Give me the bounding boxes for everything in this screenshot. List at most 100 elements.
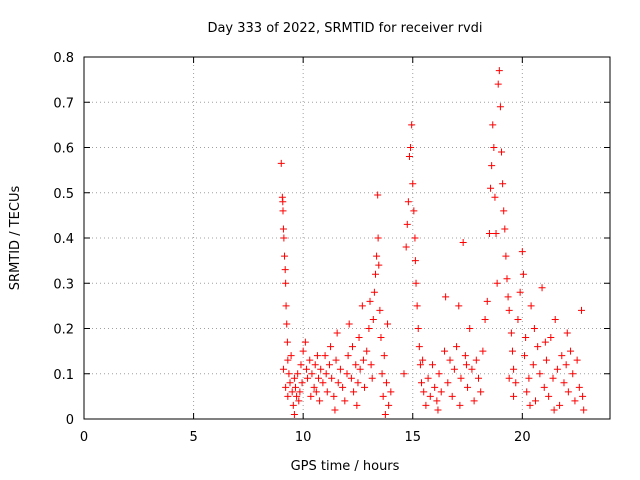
data-point (545, 392, 553, 400)
data-point (286, 379, 294, 387)
data-point (466, 325, 474, 332)
data-point (294, 370, 302, 378)
data-point (455, 302, 463, 310)
data-point (291, 383, 299, 391)
data-point (560, 379, 568, 387)
data-point (514, 315, 522, 323)
data-point (382, 379, 390, 387)
data-point (481, 315, 489, 323)
data-point (491, 193, 499, 201)
y-tick-label: 0.3 (53, 277, 74, 292)
data-point (508, 347, 516, 355)
data-point (400, 370, 408, 378)
x-tick-label: 5 (189, 430, 197, 445)
data-point (487, 184, 495, 192)
data-point (525, 374, 533, 382)
data-point (556, 401, 564, 409)
data-point (307, 392, 315, 400)
y-tick-label: 0.7 (53, 96, 74, 111)
data-point (540, 383, 548, 391)
data-point (503, 275, 511, 283)
data-point (283, 320, 291, 328)
data-point (492, 229, 500, 237)
data-point (470, 397, 478, 405)
data-point (325, 361, 333, 369)
data-point (280, 234, 288, 242)
data-point (311, 361, 319, 369)
data-point (355, 334, 363, 342)
data-point (575, 383, 583, 391)
data-point (435, 370, 443, 378)
data-point (488, 162, 496, 170)
data-point (541, 338, 549, 346)
data-point (330, 392, 338, 400)
data-point (377, 334, 385, 342)
data-point (313, 352, 321, 360)
data-point (323, 388, 331, 396)
data-point (379, 392, 387, 400)
data-point (547, 334, 555, 342)
data-point (279, 365, 287, 373)
data-point (496, 103, 504, 111)
data-point (327, 343, 335, 351)
data-point (373, 252, 381, 260)
data-point (580, 406, 588, 414)
data-point (571, 397, 579, 405)
y-tick-label: 0.1 (53, 368, 74, 383)
data-point (302, 365, 310, 373)
data-point (501, 225, 509, 233)
data-point (433, 397, 441, 405)
data-point (365, 325, 373, 332)
data-point (336, 365, 344, 373)
data-point (358, 302, 366, 310)
data-point (529, 361, 537, 369)
data-point (345, 320, 353, 328)
data-point (412, 279, 420, 287)
data-point (538, 284, 546, 292)
data-point (459, 239, 467, 247)
data-point (523, 388, 531, 396)
x-tick-label: 10 (295, 430, 312, 445)
data-point (281, 266, 289, 274)
data-point (328, 374, 336, 382)
data-point (279, 207, 287, 215)
data-point (464, 383, 472, 391)
data-point (356, 365, 364, 373)
data-point (285, 370, 293, 378)
data-point (361, 383, 369, 391)
data-point (317, 365, 325, 373)
data-point (343, 370, 351, 378)
data-point (403, 220, 411, 228)
data-point (426, 392, 434, 400)
y-tick-label: 0.4 (53, 232, 74, 247)
data-point (494, 80, 502, 88)
x-tick-label: 20 (514, 430, 531, 445)
data-point (413, 302, 421, 310)
data-points (277, 67, 588, 418)
data-point (453, 343, 461, 351)
data-point (350, 388, 358, 396)
data-point (376, 306, 384, 314)
data-point (312, 388, 320, 396)
data-point (371, 270, 379, 278)
data-point (420, 388, 428, 396)
data-point (375, 261, 383, 269)
data-point (279, 225, 287, 233)
axis-ticks: 0 0.1 0.2 0.3 0.4 0.5 0.6 0.7 0.8 0 5 10 15 20 (53, 51, 610, 445)
data-point (563, 329, 571, 337)
data-point (380, 352, 388, 360)
data-point (370, 288, 378, 296)
data-point (378, 370, 386, 378)
data-point (522, 334, 530, 342)
data-point (505, 374, 513, 382)
x-tick-label: 0 (80, 430, 88, 445)
data-point (518, 248, 526, 256)
data-point (296, 388, 304, 396)
y-tick-label: 0.8 (53, 51, 74, 66)
data-point (282, 302, 290, 310)
data-point (368, 374, 376, 382)
data-point (306, 356, 314, 364)
data-point (507, 329, 515, 337)
data-point (448, 392, 456, 400)
